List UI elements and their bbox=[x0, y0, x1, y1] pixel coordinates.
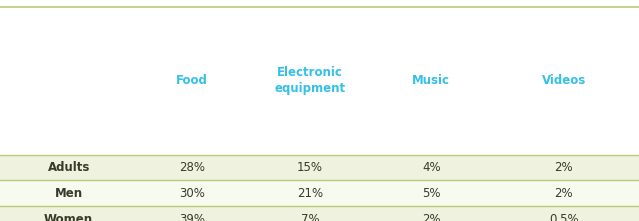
Text: 7%: 7% bbox=[300, 213, 320, 221]
Text: 2%: 2% bbox=[555, 187, 573, 200]
Bar bbox=[0, 155, 639, 181]
Text: Men: Men bbox=[54, 187, 83, 200]
Text: Electronic
equipment: Electronic equipment bbox=[274, 66, 346, 95]
Bar bbox=[0, 181, 639, 206]
Text: 2%: 2% bbox=[422, 213, 441, 221]
Text: 21%: 21% bbox=[297, 187, 323, 200]
Text: Adults: Adults bbox=[47, 161, 90, 174]
Text: Women: Women bbox=[44, 213, 93, 221]
Text: 5%: 5% bbox=[422, 187, 440, 200]
Text: 30%: 30% bbox=[179, 187, 204, 200]
Text: 2%: 2% bbox=[555, 161, 573, 174]
Bar bbox=[0, 206, 639, 221]
Text: Food: Food bbox=[176, 74, 208, 87]
Text: 15%: 15% bbox=[297, 161, 323, 174]
Text: 0.5%: 0.5% bbox=[549, 213, 579, 221]
Text: 28%: 28% bbox=[179, 161, 204, 174]
Text: Music: Music bbox=[412, 74, 450, 87]
Text: 39%: 39% bbox=[179, 213, 204, 221]
Text: Videos: Videos bbox=[542, 74, 586, 87]
Text: 4%: 4% bbox=[422, 161, 441, 174]
